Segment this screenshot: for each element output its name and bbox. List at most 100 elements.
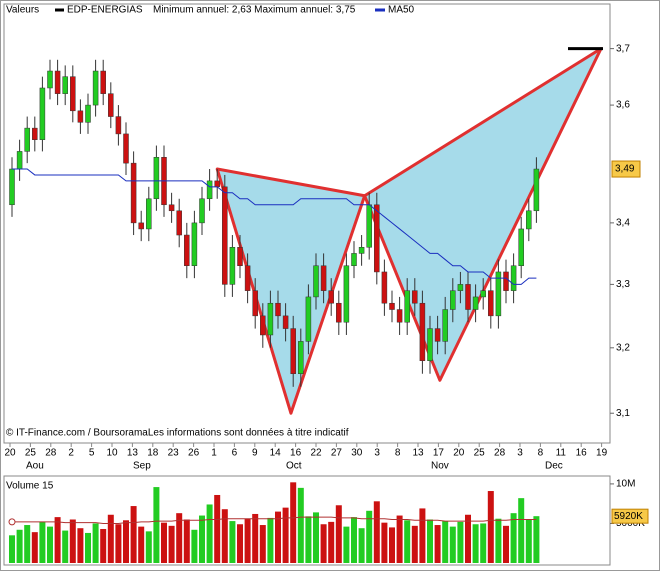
candle-body	[404, 290, 410, 323]
volume-bar	[9, 535, 15, 563]
volume-bar	[130, 506, 137, 563]
candle-body	[290, 328, 296, 374]
volume-bar	[31, 532, 38, 563]
candle-body	[313, 265, 319, 298]
volume-bar	[480, 523, 487, 563]
month-label: Sep	[133, 461, 151, 472]
x-tick-label: 16	[576, 448, 588, 459]
volume-bar	[54, 517, 61, 563]
y-tick-label: 3,7	[616, 43, 630, 54]
x-tick-label: 18	[147, 448, 159, 459]
candle-body	[374, 204, 380, 273]
volume-bar	[244, 518, 251, 563]
x-tick-label: 22	[310, 448, 322, 459]
volume-bar	[457, 521, 464, 563]
candle-body	[146, 198, 152, 230]
volume-bar	[123, 520, 129, 563]
volume-bar	[419, 508, 426, 563]
x-tick-label: 23	[168, 448, 180, 459]
candle-body	[510, 265, 517, 291]
candle-body	[457, 284, 464, 291]
candle-body	[16, 151, 23, 170]
volume-bar	[389, 527, 395, 563]
x-tick-label: 14	[270, 448, 282, 459]
y-tick-label: 3,2	[616, 342, 630, 353]
x-tick-label: 5	[89, 448, 95, 459]
candle-body	[138, 222, 144, 230]
candle-body	[450, 290, 456, 310]
x-tick-label: 20	[453, 448, 465, 459]
footer: © IT-Finance.com / BoursoramaLes informa…	[6, 428, 349, 439]
volume-bar	[191, 529, 198, 563]
volume-bar	[267, 517, 274, 563]
legend-ma: MA50	[388, 5, 415, 16]
volume-bar	[487, 491, 494, 563]
volume-bar	[237, 524, 243, 563]
volume-bar	[434, 525, 441, 563]
candle-body	[70, 76, 76, 112]
volume-bar	[442, 521, 449, 563]
candle-body	[434, 328, 441, 342]
candle-body	[24, 127, 30, 152]
volume-bar	[351, 517, 357, 563]
y-tick-label: 3,1	[616, 408, 630, 419]
volume-bar	[525, 519, 532, 563]
candle-body	[115, 116, 122, 135]
candle-body	[526, 210, 532, 230]
volume-bar	[252, 513, 259, 563]
volume-bar	[320, 524, 327, 563]
volume-bar	[16, 529, 23, 563]
candle-body	[366, 204, 372, 248]
candle-body	[442, 309, 448, 342]
candle-body	[419, 302, 426, 361]
x-tick-label: 3	[517, 448, 523, 459]
x-tick-label: 25	[25, 448, 37, 459]
volume-bar	[411, 525, 418, 563]
x-tick-label: 17	[433, 448, 445, 459]
candle-body	[465, 284, 471, 310]
volume-bar	[153, 487, 160, 563]
candle-body	[85, 104, 91, 123]
volume-bar	[366, 510, 373, 563]
volume-bar	[533, 516, 540, 563]
candle-body	[206, 180, 213, 200]
candle-body	[54, 70, 61, 94]
volume-bar	[510, 513, 517, 563]
candle-body	[533, 168, 540, 212]
volume-ma-line	[12, 516, 537, 524]
candle-body	[488, 290, 494, 317]
volume-bar	[335, 505, 342, 563]
candle-body	[472, 296, 479, 310]
candle-body	[130, 162, 137, 224]
volume-bar	[69, 519, 76, 563]
volume-bar	[503, 525, 509, 563]
legend-symbol: EDP-ENERGIAS	[67, 5, 143, 16]
volume-bar	[77, 528, 84, 563]
candle-body	[320, 265, 327, 291]
candle-body	[32, 127, 38, 140]
month-label: Oct	[286, 461, 302, 472]
candle-body	[381, 271, 388, 304]
x-tick-label: 10	[106, 448, 118, 459]
volume-bar	[183, 519, 190, 563]
volume-bar	[168, 525, 175, 563]
candle-body	[229, 247, 236, 285]
candle-body	[191, 222, 198, 266]
candle-body	[214, 180, 220, 188]
volume-last-label: 5920K	[614, 511, 643, 522]
volume-bar	[358, 528, 365, 563]
volume-bar	[343, 526, 350, 563]
legend-range: Minimum annuel: 2,63 Maximum annuel: 3,7…	[153, 5, 356, 16]
volume-bar	[404, 520, 411, 563]
x-tick-label: 8	[395, 448, 401, 459]
x-tick-label: 27	[331, 448, 343, 459]
candle-body	[222, 186, 228, 285]
candle-body	[336, 302, 342, 323]
volume-bar	[275, 511, 281, 563]
x-tick-label: 30	[351, 448, 363, 459]
volume-bar	[221, 509, 228, 563]
volume-bar	[328, 521, 335, 563]
x-tick-label: 25	[474, 448, 486, 459]
candle-body	[92, 70, 99, 106]
